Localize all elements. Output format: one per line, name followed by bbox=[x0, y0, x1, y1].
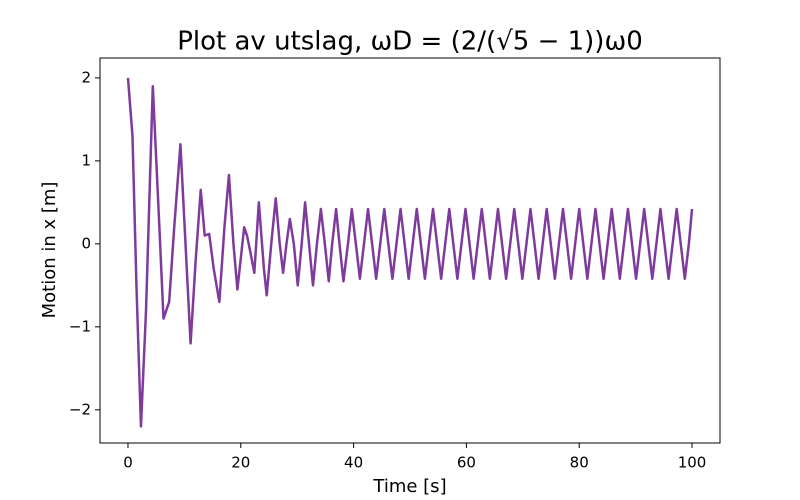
x-axis-label: Time [s] bbox=[372, 476, 446, 497]
chart-title: Plot av utslag, ωD = (2/(√5 − 1))ω0 bbox=[177, 27, 643, 57]
x-tick-label: 40 bbox=[344, 454, 363, 472]
x-tick-label: 80 bbox=[570, 454, 589, 472]
y-tick-label: −2 bbox=[69, 400, 91, 418]
plot-frame bbox=[99, 57, 721, 444]
data-line bbox=[126, 77, 694, 428]
y-axis-label: Motion in x [m] bbox=[39, 182, 60, 319]
y-tick-label: 0 bbox=[81, 234, 91, 252]
y-tick-label: 1 bbox=[81, 151, 91, 169]
x-tick-label: 100 bbox=[678, 454, 707, 472]
x-tick-label: 0 bbox=[123, 454, 133, 472]
x-tick-label: 60 bbox=[457, 454, 476, 472]
x-tick-label: 20 bbox=[231, 454, 250, 472]
y-tick-label: −1 bbox=[69, 317, 91, 335]
y-tick-label: 2 bbox=[81, 68, 91, 86]
